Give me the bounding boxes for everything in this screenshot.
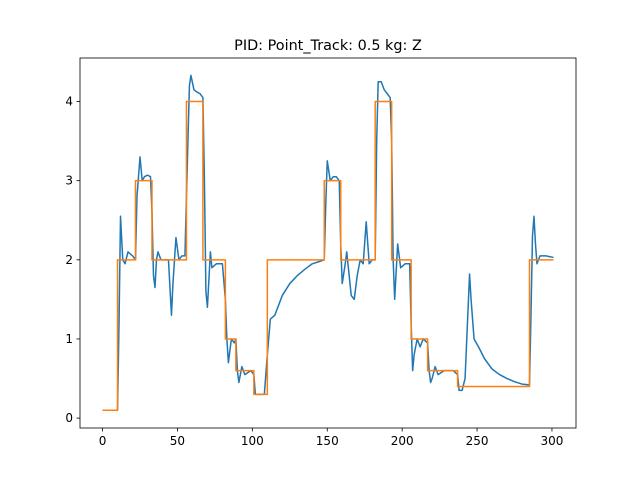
data-line: [102, 100, 554, 411]
x-tick-label: 100: [241, 434, 264, 448]
x-tick-label: 300: [541, 434, 564, 448]
plot-frame: [79, 57, 577, 429]
x-tick-label: 250: [466, 434, 489, 448]
x-tick-label: 0: [99, 434, 107, 448]
x-tick-label: 150: [316, 434, 339, 448]
x-tick-label: 50: [170, 434, 185, 448]
y-tick-label: 1: [65, 332, 73, 346]
data-line: [102, 74, 554, 411]
chart-title: PID: Point_Track: 0.5 kg: Z: [234, 38, 422, 54]
x-tick-label: 200: [391, 434, 414, 448]
y-tick-label: 3: [65, 174, 73, 188]
y-tick-label: 2: [65, 253, 73, 267]
y-tick-label: 4: [65, 95, 73, 109]
y-tick-label: 0: [65, 411, 73, 425]
